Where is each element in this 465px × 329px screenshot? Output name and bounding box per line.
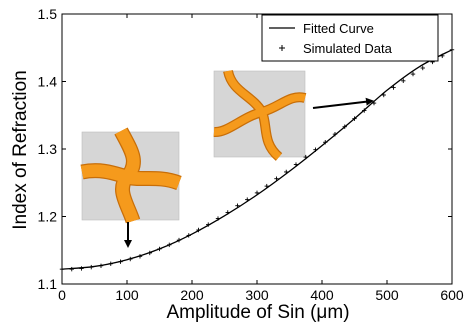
simulated-data-point xyxy=(137,254,143,259)
legend-box xyxy=(261,14,439,62)
simulated-data-point xyxy=(410,71,416,77)
x-tick-label: 400 xyxy=(310,287,334,303)
x-tick-label: 500 xyxy=(375,287,399,303)
simulated-data-point xyxy=(128,256,133,262)
simulated-data-point xyxy=(303,154,308,160)
legend-label-simulated: Simulated Data xyxy=(303,41,393,56)
simulated-data-point xyxy=(235,203,240,208)
simulated-data-point xyxy=(342,124,347,129)
simulated-data-point xyxy=(401,78,406,84)
simulated-data-point xyxy=(352,116,357,121)
simulated-data-point xyxy=(449,47,455,52)
simulated-data-point xyxy=(79,266,84,271)
simulated-data-point xyxy=(313,147,318,152)
simulated-data-point xyxy=(196,227,201,233)
y-tick-label: 1.2 xyxy=(38,209,58,225)
x-tick-label: 300 xyxy=(245,287,269,303)
y-axis-title: Index of Refraction xyxy=(10,70,31,229)
simulated-data-point xyxy=(362,108,367,113)
y-tick-label: 1.1 xyxy=(38,276,58,292)
simulated-data-point xyxy=(108,261,113,266)
simulated-data-point xyxy=(215,216,221,221)
simulated-data-point xyxy=(254,190,260,196)
simulated-data-point xyxy=(206,222,211,227)
simulated-data-point xyxy=(89,264,94,270)
cross-inset-image xyxy=(80,127,182,224)
simulated-data-point xyxy=(371,100,377,106)
simulated-data-point xyxy=(157,246,162,252)
x-tick-label: 200 xyxy=(180,287,204,303)
simulated-data-point xyxy=(264,183,269,189)
simulated-data-point xyxy=(167,242,172,248)
simulated-data-point xyxy=(225,210,230,215)
legend-label-fitted: Fitted Curve xyxy=(303,21,374,36)
legend-plus-swatch xyxy=(279,45,285,51)
x-ticks: 0 100 200 300 400 500 600 xyxy=(58,14,464,303)
simulated-data-point xyxy=(420,65,425,71)
simulated-data-point xyxy=(274,176,279,181)
simulated-data-point xyxy=(118,259,123,264)
simulated-data-point xyxy=(69,266,74,272)
pinwheel-inset-arrow xyxy=(312,97,374,109)
simulated-data-layer xyxy=(59,47,455,272)
simulated-data-point xyxy=(98,263,104,268)
pinwheel-inset-image xyxy=(213,69,307,161)
y-tick-label: 1.4 xyxy=(38,74,58,90)
simulated-data-point xyxy=(245,197,250,202)
x-tick-label: 100 xyxy=(115,287,139,303)
simulated-data-point xyxy=(381,92,386,98)
simulated-data-point xyxy=(59,266,65,272)
simulated-data-point xyxy=(332,131,338,137)
x-axis-title: Amplitude of Sin (μm) xyxy=(166,302,349,323)
simulated-data-point xyxy=(440,53,445,59)
simulated-data-point xyxy=(284,169,289,175)
simulated-data-point xyxy=(391,85,396,90)
simulated-data-point xyxy=(176,237,182,243)
y-tick-label: 1.3 xyxy=(38,141,58,157)
y-ticks: 1.1 1.2 1.3 1.4 1.5 xyxy=(38,6,452,292)
x-tick-label: 600 xyxy=(440,287,464,303)
simulated-data-point xyxy=(147,250,152,256)
simulated-data-point xyxy=(323,140,328,145)
y-tick-label: 1.5 xyxy=(38,6,58,22)
simulated-data-point xyxy=(293,162,299,167)
x-tick-label: 0 xyxy=(58,287,66,303)
simulated-data-point xyxy=(186,233,191,238)
legend: Fitted Curve Simulated Data xyxy=(261,14,439,62)
